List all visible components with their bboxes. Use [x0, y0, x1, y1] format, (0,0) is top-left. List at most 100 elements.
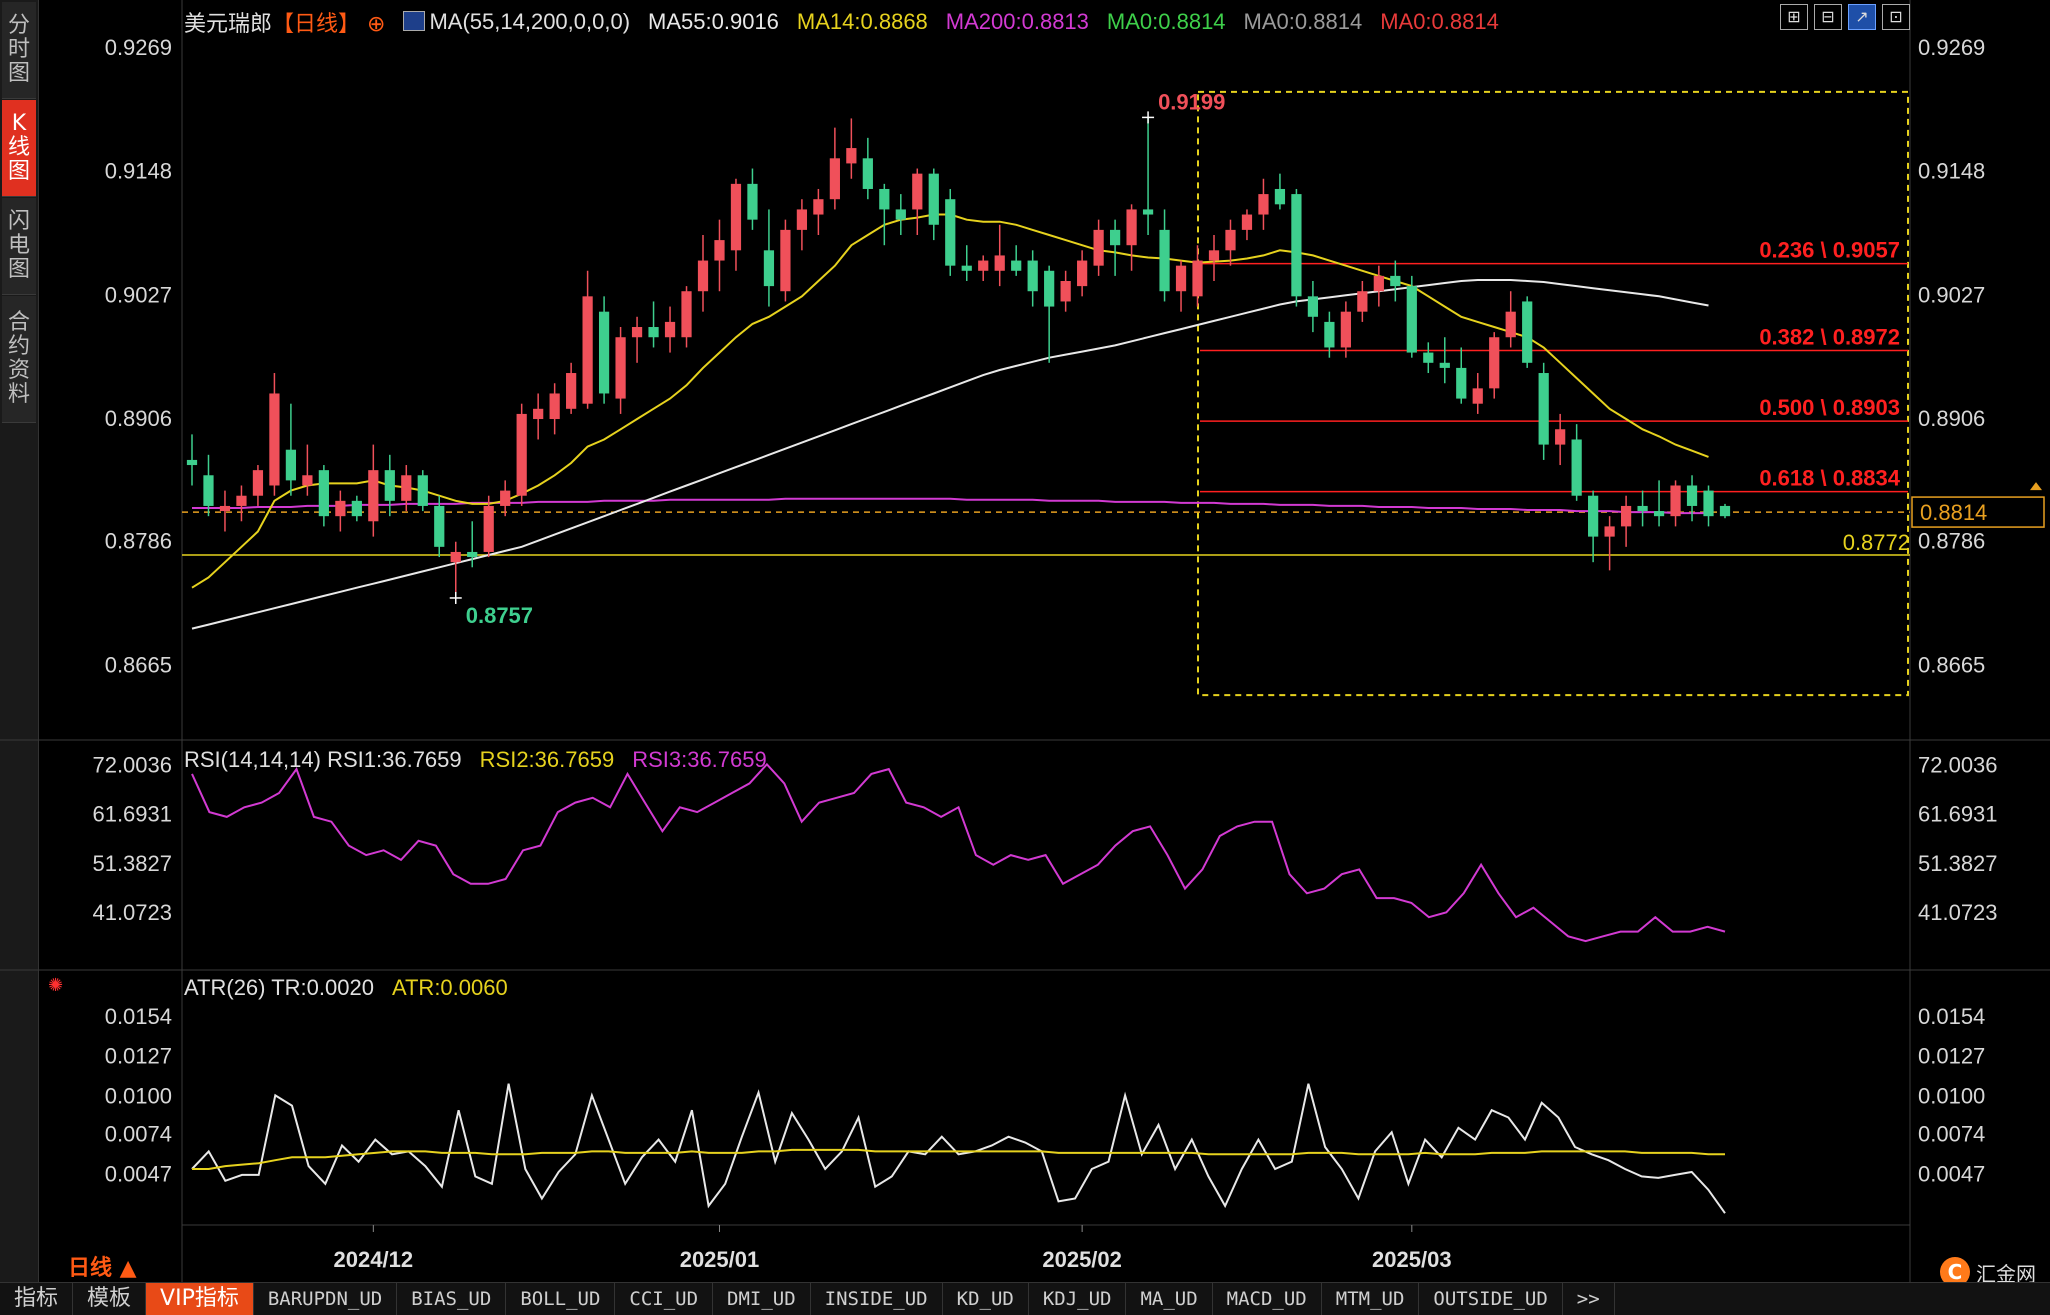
candle-body [1604, 526, 1615, 537]
indicator-tab[interactable]: DMI_UD [713, 1283, 811, 1315]
candle-body [1093, 229, 1104, 266]
chart-canvas[interactable]: 0.236 \ 0.9057 0.382 \ 0.8972 0.500 \ 0.89… [0, 0, 2050, 1282]
price-tick-left: 0.8665 [105, 652, 172, 677]
rsi-tick-right: 41.0723 [1918, 900, 1998, 925]
add-circle-icon[interactable]: ⊕ [360, 12, 386, 37]
indicator-tab[interactable]: INSIDE_UD [811, 1283, 943, 1315]
ma55-line [191, 279, 1709, 630]
candle-body [1653, 511, 1665, 517]
tab-timeshare[interactable]: 分时图 [2, 2, 36, 99]
chart-active-icon[interactable]: ↗ [1848, 4, 1876, 30]
high-label: 0.9199 [1158, 89, 1225, 114]
candle-body [500, 490, 511, 506]
atr-tick-right: 0.0047 [1918, 1161, 1985, 1186]
indicator-tab[interactable]: CCI_UD [615, 1283, 714, 1315]
indicator-tab[interactable]: MA_UD [1126, 1283, 1213, 1315]
indicator-tab[interactable]: >> [1563, 1283, 1615, 1315]
indicator-tab[interactable]: BIAS_UD [397, 1283, 507, 1315]
period-tag: 【日线】 [272, 11, 361, 36]
ma-params-text: MA(55,14,200,0,0,0) [429, 9, 631, 34]
chart-toolbar: ⊞ ⊟ ↗ ⊡ [1780, 4, 1910, 30]
candle-body [994, 255, 1005, 271]
atr-tick-left: 0.0154 [105, 1004, 172, 1029]
candle-body [796, 209, 808, 230]
candle-body [829, 158, 840, 200]
atr-legend: ATR(26) TR:0.0020 ATR:0.0060 [184, 975, 508, 1001]
candle-body [1060, 281, 1071, 302]
indicator-tab[interactable]: KD_UD [943, 1283, 1029, 1315]
indicator-tab[interactable]: MTM_UD [1322, 1283, 1420, 1315]
price-tick-right: 0.9269 [1918, 35, 1985, 60]
candle-body [631, 327, 643, 338]
candle-body [846, 148, 857, 164]
date-tick: 2024/12 [334, 1247, 414, 1272]
candle-body [1373, 275, 1384, 292]
current-price-tag [1911, 496, 2045, 528]
candle-body [664, 321, 676, 338]
candle-body [1011, 260, 1022, 271]
tab-contract-info[interactable]: 合约资料 [2, 296, 36, 423]
tab-kline[interactable]: K线图 [2, 100, 36, 197]
support-label: 0.8772 [1843, 530, 1910, 555]
atr-tick-left: 0.0047 [105, 1161, 172, 1186]
ma0-red-value: MA0:0.8814 [1380, 9, 1499, 34]
candle-body [1703, 490, 1714, 517]
brand-name: 汇金网 [1976, 1261, 2036, 1286]
indicator-tab[interactable]: OUTSIDE_UD [1419, 1283, 1563, 1315]
indicator-tab[interactable]: VIP指标 [146, 1283, 254, 1315]
candle-body [1225, 229, 1236, 251]
ma200-line [192, 497, 1709, 515]
candle-body [1620, 505, 1632, 527]
candle-body [1423, 352, 1434, 363]
rsi-label: RSI(14,14,14) [184, 747, 321, 772]
atr-tick-right: 0.0100 [1918, 1083, 1985, 1108]
atr-tick-left: 0.0100 [105, 1083, 172, 1108]
fib-label: 0.618 \ 0.8834 [1759, 466, 1900, 491]
indicator-tab[interactable]: MACD_UD [1213, 1283, 1322, 1315]
period-selector[interactable]: 日线 ▲ [68, 1256, 137, 1281]
candle-body [928, 173, 939, 225]
candle-body [1390, 275, 1401, 287]
indicator-tab[interactable]: BARUPDN_UD [254, 1283, 398, 1315]
candle-body [1175, 265, 1187, 292]
rsi-line [191, 762, 1726, 943]
candle-body [862, 158, 873, 189]
candle-body [1522, 301, 1533, 363]
rsi-tick-left: 51.3827 [92, 851, 172, 876]
candle-body [219, 505, 231, 512]
indicator-icon [403, 11, 426, 31]
candle-body [434, 505, 445, 547]
candle-body [335, 500, 346, 517]
price-tick-right: 0.9027 [1918, 282, 1985, 307]
candle-body [879, 188, 890, 210]
dashed-box [1197, 90, 1909, 697]
ma14-value: MA14:0.8868 [796, 9, 928, 34]
candle-body [417, 475, 428, 506]
indicator-tab[interactable]: KDJ_UD [1029, 1283, 1127, 1315]
candle-body [1538, 373, 1549, 445]
candle-body [1340, 311, 1351, 348]
candle-body [1637, 505, 1648, 512]
ma200-value: MA200:0.8813 [945, 9, 1089, 34]
indicator-tab[interactable]: 指标 [0, 1283, 74, 1315]
split-icon[interactable]: ⊟ [1814, 4, 1842, 30]
candle-body [1208, 250, 1220, 261]
candle-body [813, 199, 824, 215]
atr-value: ATR:0.0060 [391, 975, 508, 1000]
indicator-tab[interactable]: BOLL_UD [506, 1283, 616, 1315]
candle-body [730, 183, 742, 251]
symbol-title[interactable]: 美元瑞郎【日线】 ⊕ [184, 6, 385, 38]
indicator-tab[interactable]: 模板 [73, 1283, 147, 1315]
price-tick-right: 0.8786 [1918, 529, 1985, 554]
candle-body [1192, 260, 1203, 297]
price-tick-left: 0.9148 [105, 159, 172, 184]
chart-icon[interactable]: ⊡ [1882, 4, 1910, 30]
atr-tick-left: 0.0074 [105, 1122, 172, 1147]
tab-flash[interactable]: 闪电图 [2, 198, 36, 295]
settings-gear-icon[interactable]: ✺ [48, 975, 64, 996]
candle-body [978, 260, 989, 271]
rsi-tick-right: 61.6931 [1918, 802, 1998, 827]
ma-params[interactable]: MA(55,14,200,0,0,0) [403, 9, 630, 35]
candle-body [1686, 485, 1698, 506]
grid-icon[interactable]: ⊞ [1780, 4, 1808, 30]
